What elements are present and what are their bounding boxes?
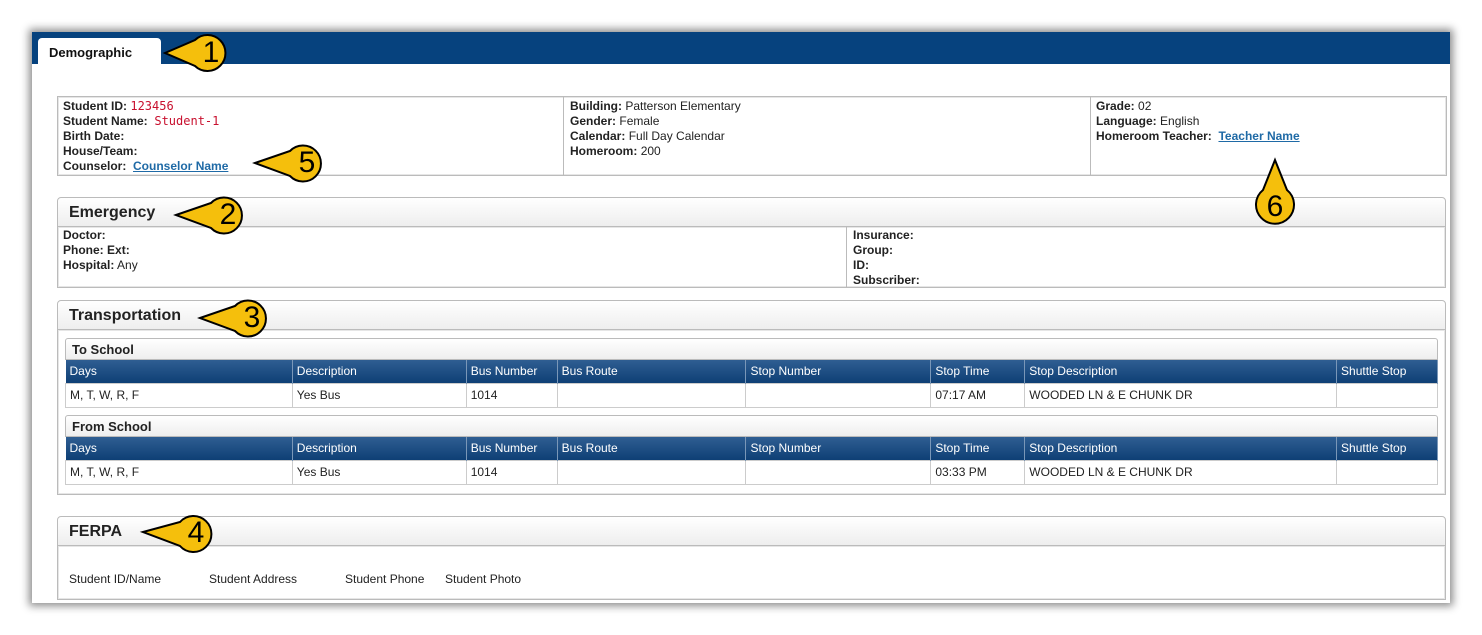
callout-6: 6 <box>1266 190 1284 223</box>
to-school-header: To School <box>65 338 1438 360</box>
callout-5: 5 <box>298 146 316 179</box>
ferpa-item: Student ID/Name <box>69 572 162 586</box>
table-cell: 1014 <box>465 382 558 408</box>
from-school-table: Days Description Bus Number Bus Route Stop N… <box>65 437 1438 485</box>
tab-demographic[interactable]: Demographic <box>38 38 161 65</box>
transportation-header[interactable]: Transportation <box>57 300 1446 330</box>
column-header[interactable]: Stop Time <box>930 437 1026 460</box>
table-cell: 1014 <box>465 459 558 485</box>
column-header[interactable]: Shuttle Stop <box>1336 360 1438 383</box>
column-header[interactable]: Stop Number <box>745 360 932 383</box>
table-cell <box>745 459 932 485</box>
homeroom-teacher-link[interactable]: Teacher Name <box>1218 129 1300 143</box>
table-cell: WOODED LN & E CHUNK DR <box>1024 382 1338 408</box>
callout-4: 4 <box>187 516 205 549</box>
table-cell <box>556 459 747 485</box>
ferpa-item: Student Address <box>209 572 298 586</box>
table-cell <box>1336 382 1438 408</box>
column-header[interactable]: Shuttle Stop <box>1336 437 1438 460</box>
callout-3: 3 <box>243 301 261 334</box>
column-header[interactable]: Days <box>65 437 293 460</box>
column-header[interactable]: Bus Route <box>557 360 747 383</box>
callout-2: 2 <box>219 198 237 231</box>
tab-bar: Demographic <box>32 32 1450 65</box>
table-cell: Yes Bus <box>291 382 467 408</box>
column-header[interactable]: Stop Number <box>745 437 932 460</box>
column-header[interactable]: Stop Time <box>930 360 1026 383</box>
student-name: Student Name: Student-1 <box>63 114 220 128</box>
ferpa-item: Student Phone <box>345 572 425 586</box>
to-school-table: Days Description Bus Number Bus Route Stop N… <box>65 360 1438 408</box>
ferpa-item: Student Photo <box>445 572 522 586</box>
column-header[interactable]: Bus Number <box>466 437 558 460</box>
column-header[interactable]: Description <box>292 360 467 383</box>
from-school-header: From School <box>65 415 1438 437</box>
table-cell <box>745 382 932 408</box>
counselor: Counselor: Counselor Name <box>63 159 229 173</box>
table-cell <box>1336 459 1438 485</box>
table-cell: M, T, W, R, F <box>65 459 293 485</box>
table-cell <box>556 382 747 408</box>
counselor-link[interactable]: Counselor Name <box>133 159 229 173</box>
table-cell: M, T, W, R, F <box>65 382 293 408</box>
column-header[interactable]: Bus Route <box>557 437 747 460</box>
student-id: Student ID: 123456 <box>63 99 174 113</box>
column-header[interactable]: Stop Description <box>1024 437 1338 460</box>
table-row: M, T, W, R, F Yes Bus 1014 07:17 AM WOODED L… <box>65 382 1438 408</box>
house-team: House/Team: <box>63 144 138 158</box>
birth-date: Birth Date: <box>63 129 125 143</box>
ferpa-panel: Student ID/Name Student Address Student … <box>57 545 1446 600</box>
table-row: M, T, W, R, F Yes Bus 1014 03:33 PM WOODED L… <box>65 459 1438 485</box>
transportation-panel <box>57 329 1446 495</box>
column-header[interactable]: Stop Description <box>1024 360 1338 383</box>
callout-1: 1 <box>202 36 220 69</box>
table-cell: Yes Bus <box>291 459 467 485</box>
table-cell: 03:33 PM <box>930 459 1026 485</box>
table-cell: WOODED LN & E CHUNK DR <box>1024 459 1338 485</box>
column-header[interactable]: Bus Number <box>466 360 558 383</box>
demographic-summary: Student ID: 123456 Student Name: Student… <box>57 96 1447 176</box>
column-header[interactable]: Description <box>292 437 467 460</box>
emergency-header[interactable]: Emergency <box>57 197 1446 227</box>
table-cell: 07:17 AM <box>930 382 1026 408</box>
column-header[interactable]: Days <box>65 360 293 383</box>
emergency-panel: Doctor: Phone: Ext: Hospital: Any Insura… <box>57 226 1446 288</box>
ferpa-header[interactable]: FERPA <box>57 516 1446 546</box>
